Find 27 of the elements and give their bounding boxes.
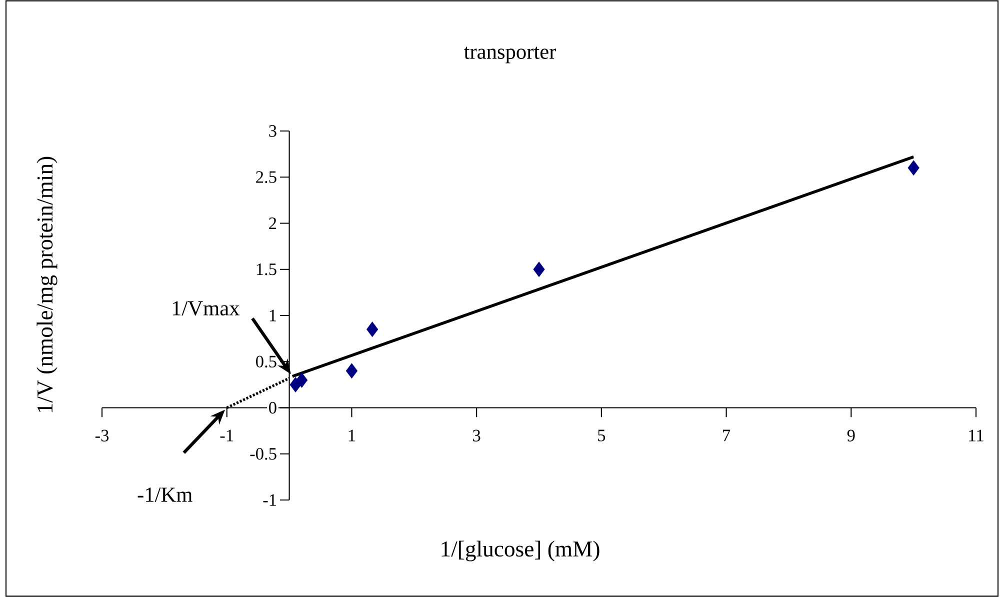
x-tick-label: 9 xyxy=(847,430,855,442)
y-tick-label: -1 xyxy=(263,494,276,506)
x-tick-label: -1 xyxy=(220,430,234,442)
y-tick-label: 2.5 xyxy=(256,171,276,183)
point xyxy=(533,262,545,277)
y-tick-label: -0.5 xyxy=(250,448,276,460)
y-tick-label: 1.5 xyxy=(256,264,276,276)
annotation: -1/Km xyxy=(138,488,192,502)
point xyxy=(296,372,308,388)
y-tick-label: 2 xyxy=(269,218,276,229)
annotation: 1/Vmax xyxy=(172,301,240,316)
y-tick-label: 0.5 xyxy=(256,356,276,368)
y-tick-label: 0 xyxy=(269,402,276,414)
point xyxy=(346,363,358,378)
x-axis-title: 1/[glucose] (mM) xyxy=(442,540,600,562)
y-axis-title: 1/V (nmole/mg protein/min) xyxy=(36,156,58,412)
x-tick-label: 7 xyxy=(723,430,730,442)
y-tick-label: 3 xyxy=(269,125,276,137)
x-tick-label: 3 xyxy=(473,430,480,442)
point xyxy=(908,160,920,176)
chart-title: transporter xyxy=(464,46,556,64)
x-tick-label: 11 xyxy=(969,430,984,442)
x-tick-label: -3 xyxy=(95,430,109,442)
x-tick-label: 1 xyxy=(348,430,356,442)
y-tick-label: 1 xyxy=(270,310,276,322)
x-tick-label: 5 xyxy=(598,430,606,442)
point xyxy=(366,322,378,337)
